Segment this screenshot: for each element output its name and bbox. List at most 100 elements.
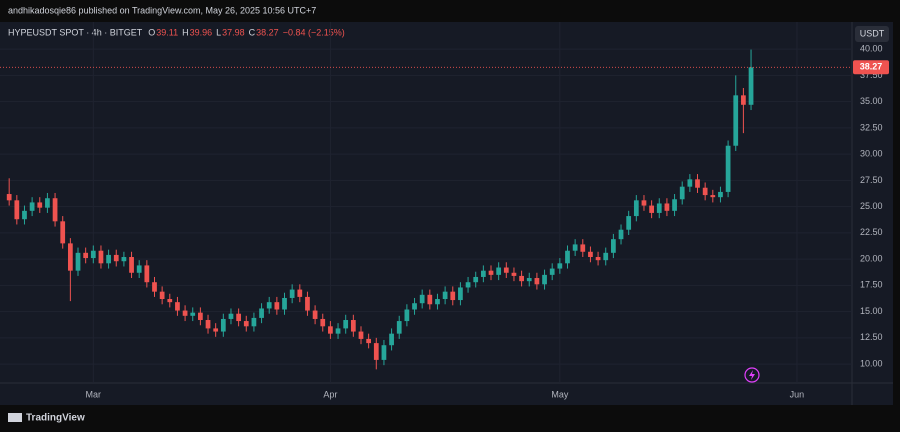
candle-body xyxy=(611,239,616,253)
candle-body xyxy=(633,200,639,217)
ohlc-label: C xyxy=(249,27,256,37)
candle-body xyxy=(98,250,104,264)
candle-body xyxy=(175,302,180,311)
ohlc-label: O xyxy=(148,27,155,37)
candle-body xyxy=(335,328,341,334)
candle-body xyxy=(274,302,280,310)
candle-body xyxy=(343,320,349,329)
candle-body xyxy=(526,278,532,282)
y-tick-label: 12.50 xyxy=(860,332,883,342)
candle-body xyxy=(22,210,27,220)
chart-panel xyxy=(0,22,893,405)
candle-body xyxy=(412,303,417,310)
brand[interactable]: TradingView xyxy=(8,413,85,424)
x-tick-label: Jun xyxy=(790,389,805,399)
unit-box[interactable] xyxy=(855,26,889,42)
price-change: −0.84 (−2.15%) xyxy=(283,27,345,37)
x-tick-label: May xyxy=(551,389,569,399)
candle-body xyxy=(144,265,150,283)
candle-body xyxy=(465,282,471,288)
candle-body xyxy=(656,203,662,213)
candle-body xyxy=(228,313,234,319)
y-tick-label: 27.50 xyxy=(860,175,883,185)
candle-body xyxy=(480,270,486,277)
candle-body xyxy=(205,320,211,329)
y-tick-label: 25.00 xyxy=(860,201,883,211)
candle-body xyxy=(6,194,12,201)
candle-body xyxy=(282,297,287,310)
candle-body xyxy=(381,345,387,360)
y-tick-label: 10.00 xyxy=(860,358,883,368)
candle-body xyxy=(121,257,127,262)
y-tick-label: 20.00 xyxy=(860,253,883,263)
publish-header: andhikadosqie86 published on TradingView… xyxy=(8,5,316,15)
candle-body xyxy=(236,313,241,322)
y-tick-label: 17.50 xyxy=(860,280,883,290)
candle-body xyxy=(389,333,394,346)
ohlc-value: 39.96 xyxy=(190,27,213,37)
event-icon[interactable] xyxy=(744,367,760,383)
candle-body xyxy=(603,252,609,261)
candle-body xyxy=(289,289,295,298)
candle-body xyxy=(664,203,670,211)
x-tick-label: Mar xyxy=(86,389,102,399)
candle-body xyxy=(702,187,708,196)
candle-body xyxy=(542,274,547,285)
candle-body xyxy=(511,272,517,276)
y-tick-label: 37.50 xyxy=(860,70,883,80)
candle-body xyxy=(549,268,555,275)
candle-body xyxy=(572,244,578,251)
candle-body xyxy=(358,331,364,339)
y-tick-label: 15.00 xyxy=(860,306,883,316)
candle-body xyxy=(243,321,249,327)
candle-body xyxy=(373,343,379,360)
candle-body xyxy=(152,282,157,292)
candle-body xyxy=(350,320,356,332)
candle-body xyxy=(251,317,257,327)
candle-body xyxy=(725,145,731,192)
candle-body xyxy=(641,200,647,206)
candle-body xyxy=(106,254,111,264)
plot-area xyxy=(0,22,852,383)
candle-body xyxy=(167,299,173,303)
candle-body xyxy=(488,270,494,275)
candle-body xyxy=(672,199,677,211)
candle-body xyxy=(159,291,165,300)
candle-body xyxy=(710,195,716,198)
candle-body xyxy=(679,186,685,200)
ohlc-label: H xyxy=(182,27,189,37)
candle-body xyxy=(328,326,333,334)
candle-body xyxy=(748,67,754,105)
candle-body xyxy=(52,198,58,222)
candle-body xyxy=(580,244,586,252)
candle-body xyxy=(741,95,746,105)
candle-body xyxy=(259,308,264,318)
candle-body xyxy=(687,179,693,187)
candle-body xyxy=(45,198,50,208)
event-bolt xyxy=(749,370,755,380)
candle-body xyxy=(404,309,410,322)
candle-body xyxy=(557,263,563,269)
candle-body xyxy=(113,254,119,262)
ohlc-value: 39.11 xyxy=(156,27,178,37)
candle-body xyxy=(75,252,81,271)
x-tick-label: Apr xyxy=(323,389,337,399)
candle-body xyxy=(565,250,570,264)
candle-body xyxy=(14,200,20,220)
y-tick-label: 30.00 xyxy=(860,149,883,159)
candle-body xyxy=(442,291,448,300)
candle-body xyxy=(90,250,96,259)
candle-body xyxy=(496,267,502,275)
candle-body xyxy=(213,328,219,332)
brand-logo xyxy=(8,413,22,422)
ohlc-value: 37.98 xyxy=(222,27,245,37)
candle-body xyxy=(220,318,226,332)
candle-body xyxy=(649,205,654,213)
y-tick-label: 40.00 xyxy=(860,44,883,54)
last-price-tag xyxy=(853,60,889,75)
candle-body xyxy=(458,287,463,301)
candle-body xyxy=(129,257,134,273)
price-unit[interactable]: USDT xyxy=(860,28,885,38)
candle-body xyxy=(588,251,593,258)
